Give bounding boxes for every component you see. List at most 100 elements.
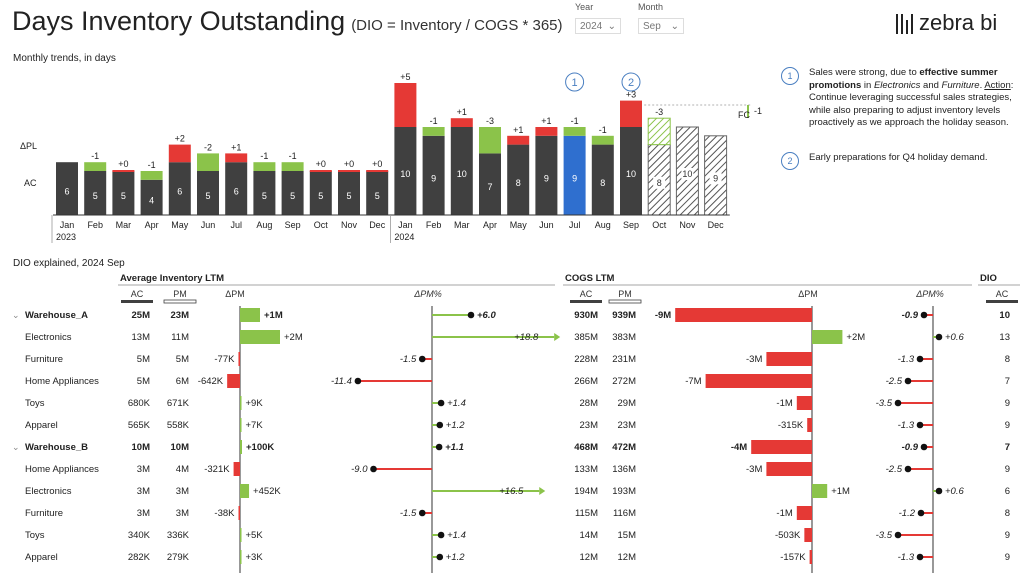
trend-delta-label: -3	[486, 116, 494, 126]
cogs-pm-value: 472M	[612, 442, 636, 453]
cogs-delta-bar	[807, 418, 812, 432]
comment-2: 2 Early preparations for Q4 holiday dema…	[781, 152, 1023, 170]
inv-ac-value: 680K	[128, 398, 151, 409]
comment-1-marker: 1	[781, 67, 799, 85]
cogs-pm-value: 116M	[613, 508, 636, 519]
cogs-pm-value: 23M	[618, 420, 637, 431]
trend-value-label: 8	[657, 178, 662, 188]
trend-value-label: 4	[149, 195, 154, 205]
inv-delta-label: +1M	[264, 310, 283, 321]
trend-category-label: Jul	[569, 220, 581, 230]
trend-bar	[140, 179, 163, 215]
inv-delta-label: -38K	[214, 508, 235, 519]
cogs-ac-value: 133M	[574, 464, 598, 475]
trend-bar	[168, 162, 191, 215]
trend-delta-label: +0	[372, 159, 382, 169]
trend-delta-label: +1	[457, 107, 467, 117]
trend-category-label: Jun	[539, 220, 554, 230]
inv-ac-value: 10M	[132, 442, 151, 453]
inv-delta-bar	[227, 374, 240, 388]
trend-bar	[535, 135, 558, 215]
year-label: 2023	[56, 232, 76, 242]
comment-1-part: and	[920, 79, 942, 91]
annotation-marker	[621, 72, 641, 92]
cogs-pm-value: 193M	[612, 486, 636, 497]
inv-pct-label: +1.2	[446, 420, 465, 431]
row-label: Toys	[25, 530, 45, 541]
cogs-pct-label: -2.5	[886, 464, 903, 475]
cogs-delta-bar	[751, 440, 812, 454]
inv-pm-value: 336K	[167, 530, 190, 541]
trend-delta-label: +2	[175, 134, 185, 144]
cogs-delta-bar	[812, 330, 843, 344]
cogs-ac-value: 266M	[574, 376, 598, 387]
inv-delta-bar	[240, 418, 242, 432]
dio-explained-table: Average Inventory LTM COGS LTM DIO AC PM ΔPM Δ…	[12, 273, 1020, 573]
comment-1-part: Action	[984, 79, 1011, 91]
cogs-ac-value: 28M	[580, 398, 599, 409]
cogs-group-header: COGS LTM	[565, 273, 615, 284]
inv-pct-label: -1.5	[400, 508, 417, 519]
pm-marker	[163, 299, 197, 304]
column-subheader: ΔPM%	[915, 289, 944, 299]
row-label: Furniture	[25, 354, 63, 365]
cogs-delta-label: +1M	[831, 486, 850, 497]
inv-ac-value: 3M	[137, 486, 150, 497]
trend-value-label: 5	[290, 191, 295, 201]
trend-value-label: 9	[713, 173, 718, 183]
cogs-pct-label: -1.3	[898, 354, 915, 365]
trend-value-label: 5	[205, 191, 210, 201]
trend-delta-label: +0	[118, 159, 128, 169]
inv-pct-label: +18.8	[514, 332, 539, 343]
column-subheader: AC	[580, 289, 593, 299]
trend-value-label: 5	[262, 191, 267, 201]
trend-delta-label: +3	[626, 90, 636, 100]
ac-marker	[986, 300, 1018, 303]
inv-pct-dot	[354, 377, 362, 385]
cogs-delta-label: -157K	[780, 552, 806, 563]
cogs-pct-label: +0.6	[945, 486, 964, 497]
cogs-delta-label: -315K	[778, 420, 804, 431]
cogs-pm-value: 231M	[612, 354, 636, 365]
row-label: Furniture	[25, 508, 63, 519]
inv-pm-value: 5M	[176, 354, 189, 365]
row-label: Home Appliances	[25, 464, 99, 475]
trend-bar	[366, 171, 389, 215]
trend-delta-bar	[168, 144, 191, 163]
inv-ac-value: 282K	[128, 552, 151, 563]
trend-value-label: 5	[93, 191, 98, 201]
overflow-arrow-icon	[554, 333, 561, 341]
trend-category-label: Mar	[116, 220, 132, 230]
trend-delta-bar	[450, 118, 473, 127]
trend-bar	[394, 127, 417, 215]
dio-value: 8	[1005, 354, 1010, 365]
column-subheader: PM	[618, 289, 632, 299]
trend-delta-label: -1	[430, 116, 438, 126]
dio-value: 9	[1005, 530, 1010, 541]
trend-value-label: 7	[487, 182, 492, 192]
trend-category-label: Oct	[652, 220, 667, 230]
row-label: Apparel	[25, 420, 58, 431]
chevron-down-icon: ⌄	[670, 20, 679, 32]
cogs-ac-value: 194M	[574, 486, 598, 497]
trend-category-label: Jan	[60, 220, 75, 230]
pm-marker	[608, 299, 642, 304]
trend-delta-label: -2	[204, 142, 212, 152]
title-text: Days Inventory Outstanding	[12, 6, 346, 36]
dio-value: 9	[1005, 420, 1010, 431]
inventory-group-header: Average Inventory LTM	[120, 273, 224, 284]
trend-delta-label: -1	[289, 151, 297, 161]
inv-pct-dot	[437, 531, 445, 539]
delta-row-label: ΔPL	[20, 141, 37, 151]
annotation-number: 2	[628, 77, 634, 89]
comment-2-marker: 2	[781, 152, 799, 170]
month-dropdown[interactable]: Sep ⌄	[638, 18, 684, 34]
inv-pct-label: -1.5	[400, 354, 417, 365]
year-dropdown[interactable]: 2024 ⌄	[575, 18, 621, 34]
cogs-pct-label: -1.3	[898, 420, 915, 431]
overflow-arrow-icon	[539, 487, 546, 495]
inv-pm-value: 3M	[176, 486, 189, 497]
cogs-pct-dot	[904, 465, 912, 473]
trend-bar	[225, 162, 248, 215]
cogs-pm-value: 15M	[618, 530, 637, 541]
